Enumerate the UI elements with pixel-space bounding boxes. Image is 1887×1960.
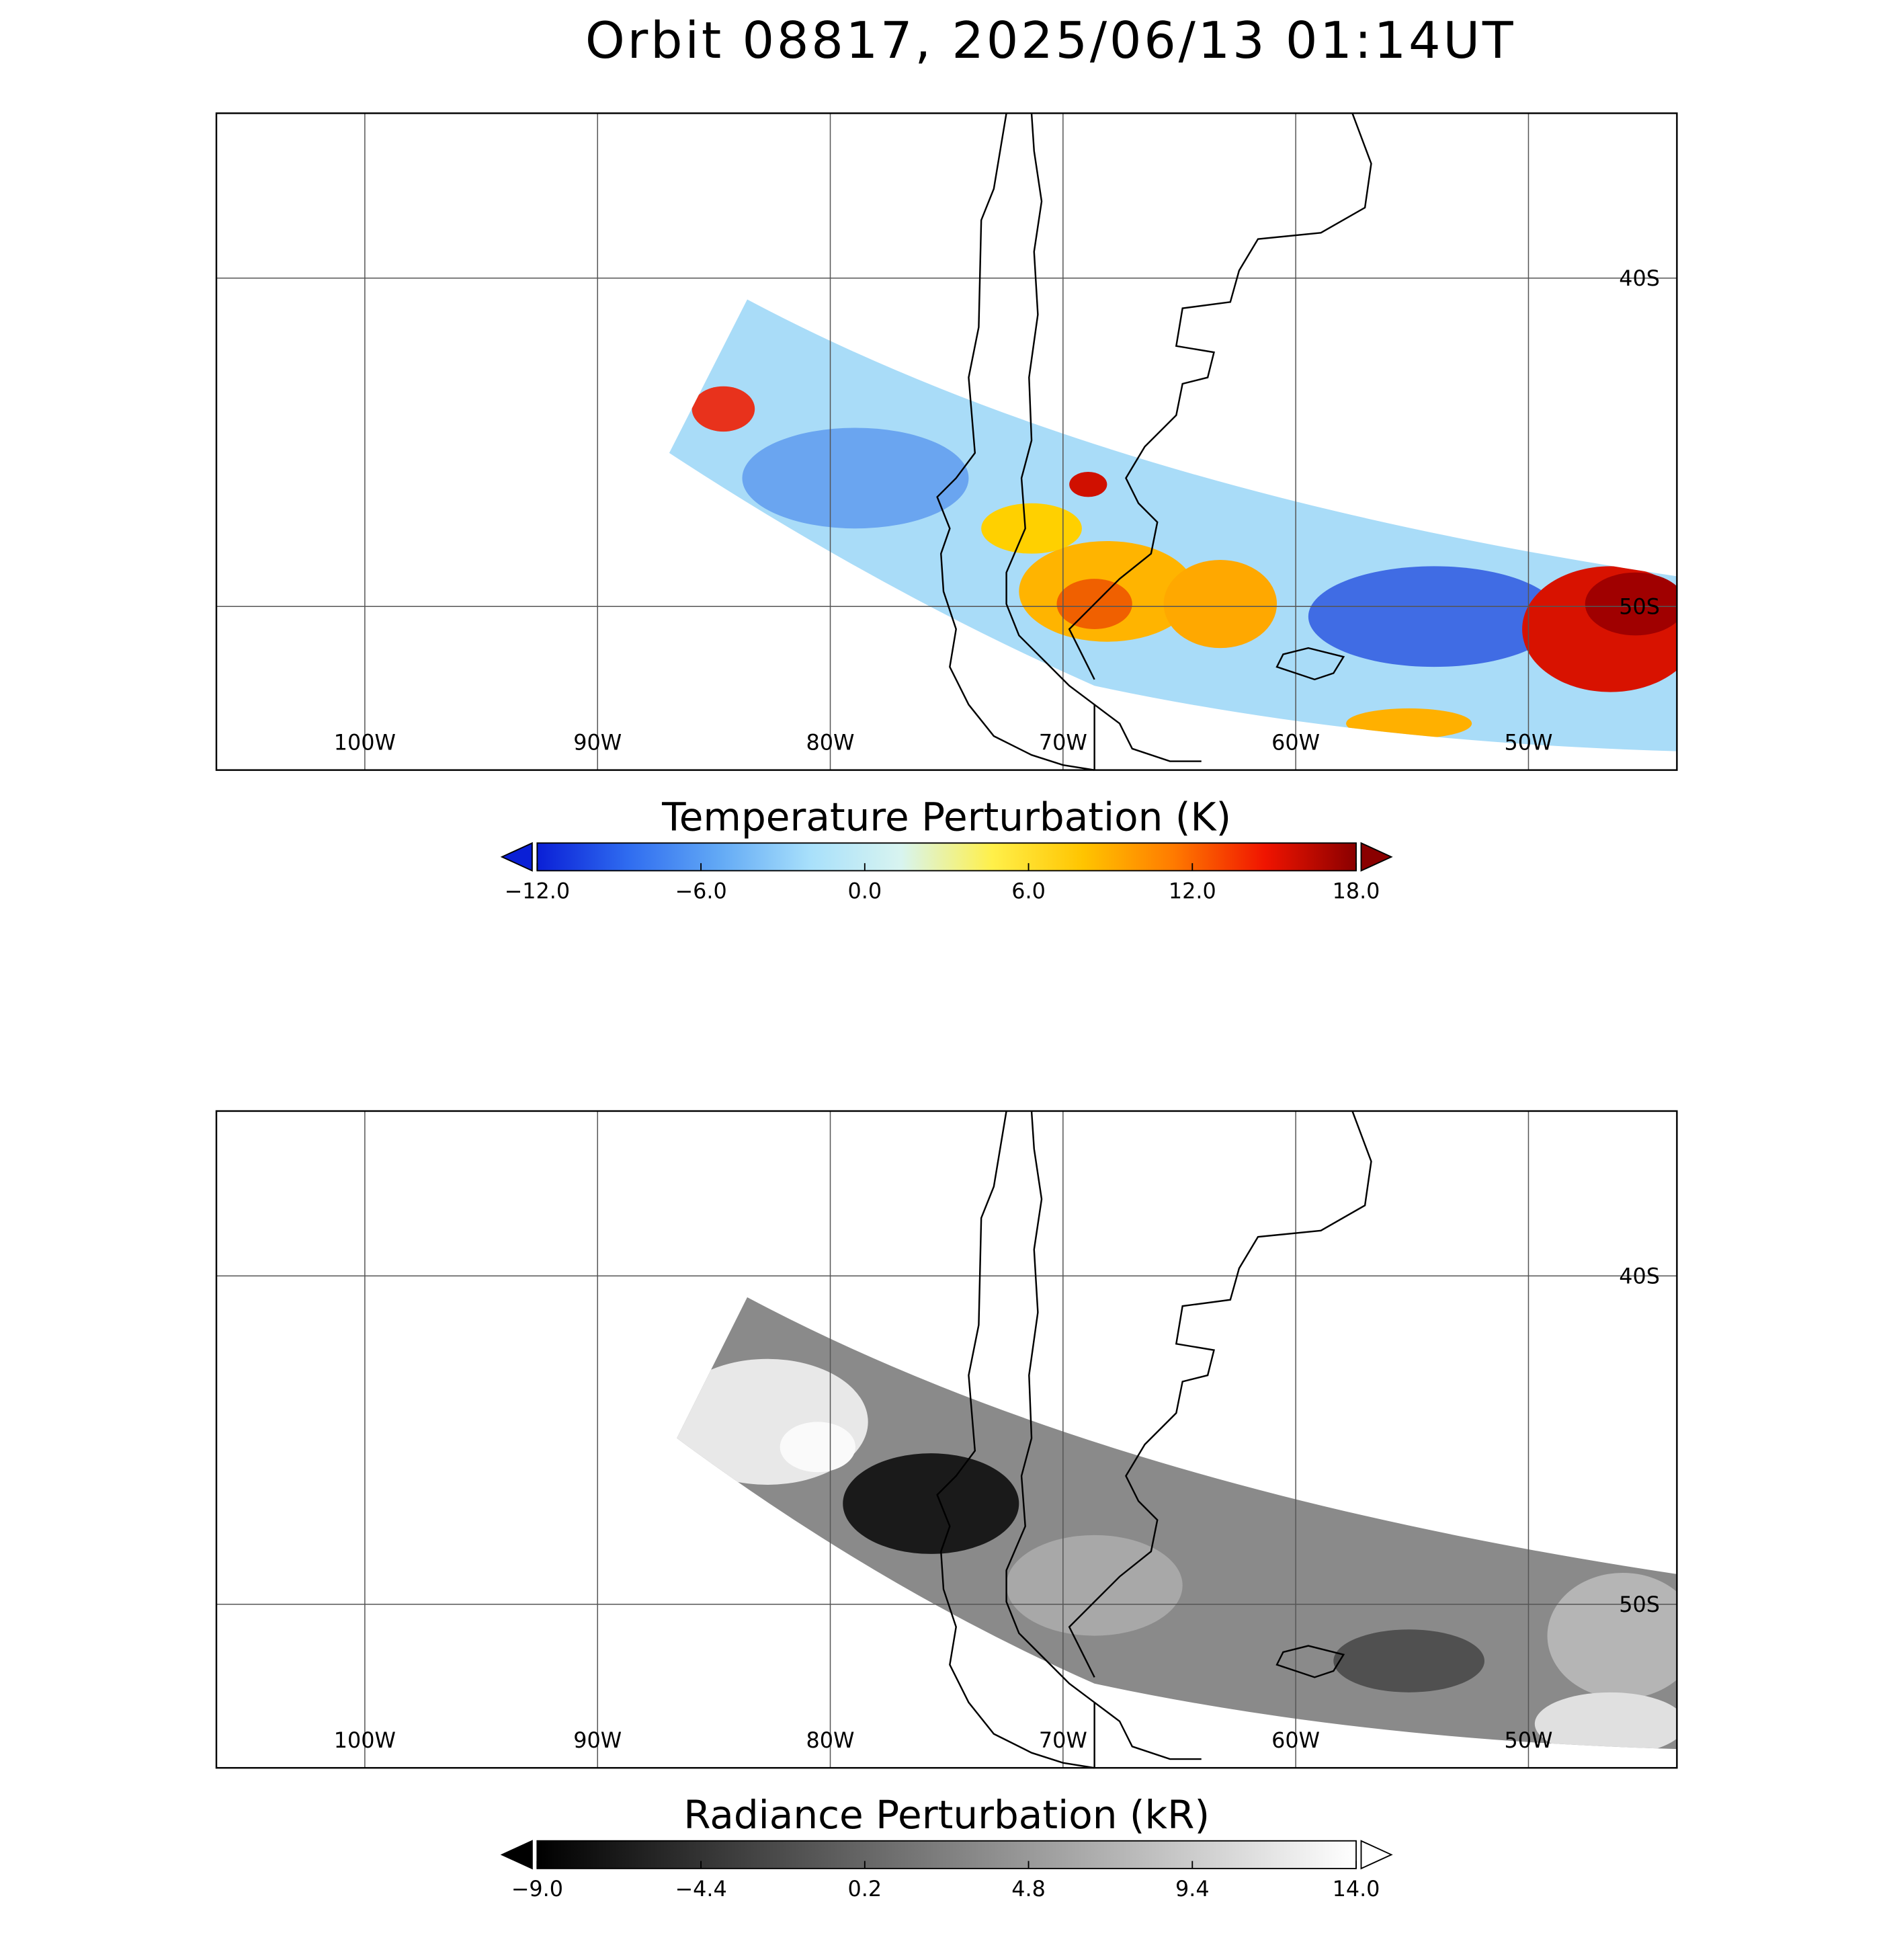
colorbar	[536, 842, 1357, 872]
lon-label: 90W	[573, 1727, 622, 1753]
colorbar-under	[500, 1840, 533, 1870]
figure-title: Orbit 08817, 2025/06/13 01:14UT	[585, 11, 1515, 70]
colorbar-tick-label: 14.0	[1333, 1876, 1380, 1902]
colorbar-tick-label: −6.0	[675, 879, 726, 904]
lon-label: 60W	[1271, 730, 1320, 756]
colorbar-tick-label: 6.0	[1011, 879, 1046, 904]
colorbar-tick-label: −12.0	[505, 879, 571, 904]
lon-label: 90W	[573, 730, 622, 756]
lat-label: 50S	[1619, 1592, 1660, 1617]
map-panel	[215, 112, 1678, 771]
map-panel	[215, 1110, 1678, 1769]
colorbar-tick-label: 0.2	[848, 1876, 882, 1902]
lon-label: 50W	[1505, 730, 1553, 756]
lat-label: 40S	[1619, 266, 1660, 291]
lon-label: 80W	[806, 1727, 855, 1753]
colorbar-tick-label: −4.4	[675, 1876, 726, 1902]
colorbar-tick-label: 9.4	[1175, 1876, 1210, 1902]
lon-label: 100W	[334, 1727, 396, 1753]
colorbar-tick-label: 18.0	[1333, 879, 1380, 904]
colorbar-over	[1360, 842, 1393, 872]
lon-label: 70W	[1039, 730, 1087, 756]
lat-label: 40S	[1619, 1263, 1660, 1289]
lon-label: 80W	[806, 730, 855, 756]
colorbar-tick-label: 0.0	[848, 879, 882, 904]
lon-label: 50W	[1505, 1727, 1553, 1753]
lon-label: 100W	[334, 730, 396, 756]
colorbar-over	[1360, 1840, 1393, 1870]
colorbar	[536, 1840, 1357, 1869]
colorbar-tick-label: −9.0	[511, 1876, 563, 1902]
colorbar-tick-label: 4.8	[1011, 1876, 1046, 1902]
colorbar-label: Temperature Perturbation (K)	[661, 794, 1231, 840]
colorbar-under	[500, 842, 533, 872]
lon-label: 70W	[1039, 1727, 1087, 1753]
lat-label: 50S	[1619, 594, 1660, 620]
colorbar-label: Radiance Perturbation (kR)	[683, 1792, 1210, 1838]
colorbar-tick-label: 12.0	[1169, 879, 1216, 904]
lon-label: 60W	[1271, 1727, 1320, 1753]
